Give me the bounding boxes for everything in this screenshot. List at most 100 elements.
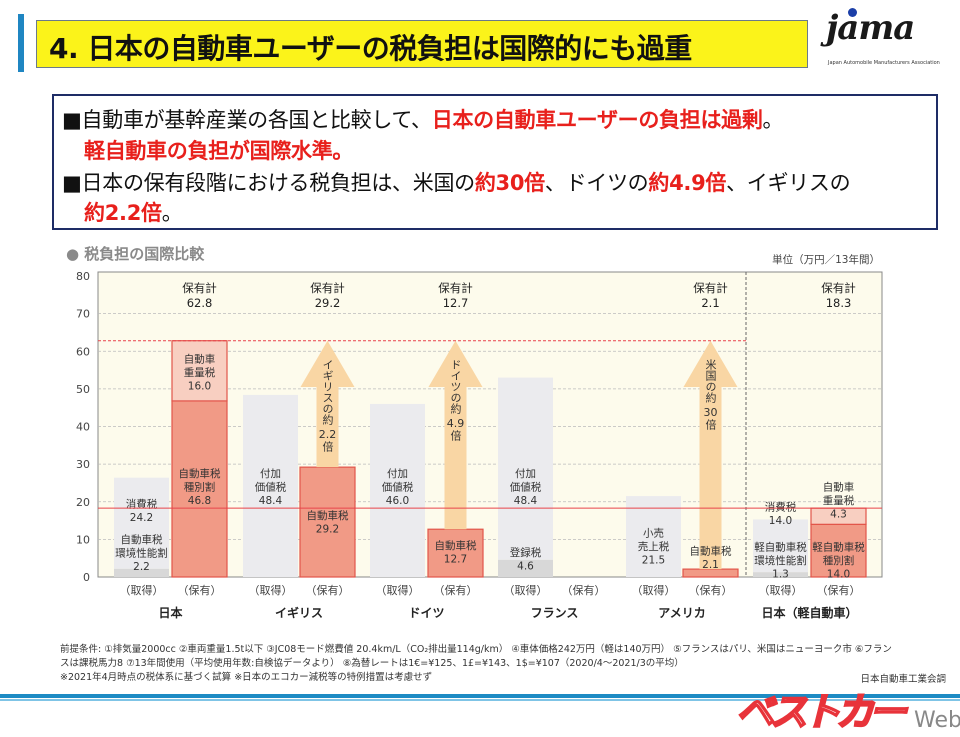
text: ■自動車が基幹産業の各国と比較して、 — [62, 108, 432, 132]
segment-label: 軽自動車税 — [812, 541, 865, 554]
plot-area — [97, 271, 883, 578]
bar-category-label: （取得） — [376, 584, 420, 597]
segment-label: 48.4 — [514, 495, 538, 507]
segment-label: 付加 — [260, 467, 281, 480]
segment-label: 種別割 — [184, 481, 216, 494]
y-tick-label: 30 — [76, 458, 90, 471]
bar-segment — [299, 466, 356, 578]
bestcar-watermark: ベストカー Web — [735, 689, 960, 737]
logo-dot — [848, 8, 857, 17]
bar-segment — [114, 568, 169, 577]
total-value: 62.8 — [187, 296, 213, 310]
bar-segment — [498, 559, 553, 577]
highlight: 約2.2倍 — [84, 201, 162, 225]
arrow-label: 倍 — [704, 417, 717, 430]
logo-word: jama — [826, 8, 915, 48]
total-label: 保有計 — [821, 281, 856, 295]
arrow-label-number: 4.9 — [447, 417, 465, 430]
highlight: 日本の自動車ユーザーの負担は過剰 — [431, 108, 763, 132]
bar-segment — [753, 572, 808, 577]
total-label: 保有計 — [310, 281, 345, 295]
arrow-label: イギリスの約 — [321, 359, 334, 426]
multiplier-arrow — [683, 340, 738, 570]
y-tick-label: 50 — [76, 383, 90, 396]
arrow-label: 倍 — [449, 428, 462, 441]
y-tick-label: 80 — [76, 270, 90, 283]
footnotes: 前提条件: ①排気量2000cc ②車両重量1.5t以下 ③JC08モード燃費値… — [60, 643, 892, 685]
text: 、ドイツの — [544, 171, 649, 195]
arrow-label-number: 30 — [704, 406, 718, 419]
segment-label: 付加 — [387, 467, 408, 480]
segment-label: 48.4 — [259, 495, 283, 507]
bar-category-label: （保有） — [817, 583, 861, 597]
bar-segment — [810, 523, 867, 578]
segment-label: 自動車税 — [690, 544, 732, 557]
segment-label: 21.5 — [642, 554, 665, 566]
multiplier-arrow — [300, 340, 355, 468]
bar-category-label: （保有） — [178, 583, 222, 597]
title-box: 4. 日本の自動車ユーザーの税負担は国際的にも過重 — [36, 20, 808, 68]
segment-label: 24.2 — [130, 512, 153, 524]
text: 、イギリスの — [726, 171, 851, 195]
segment-label: 登録税 — [510, 546, 542, 559]
segment-label: 消費税 — [765, 500, 797, 513]
multiplier-arrow — [428, 340, 483, 530]
footnote-line: ※2021年4月時点の税体系に基づく試算 ※日本のエコカー減税等の特例措置は考慮… — [60, 672, 433, 683]
segment-label: 1.3 — [772, 569, 789, 581]
footer-rule-light — [0, 699, 960, 701]
accent-bar — [18, 14, 24, 72]
footnote-line: 前提条件: ①排気量2000cc ②車両重量1.5t以下 ③JC08モード燃費値… — [60, 644, 892, 655]
segment-label: 価値税 — [255, 481, 287, 494]
summary-box: ■自動車が基幹産業の各国と比較して、日本の自動車ユーザーの負担は過剰。 軽自動車… — [52, 94, 938, 230]
segment-label: 環境性能割 — [754, 554, 807, 567]
country-label: イギリス — [275, 605, 323, 620]
bar-category-label: （取得） — [504, 584, 548, 597]
bar-category-label: （保有） — [562, 583, 606, 597]
country-label: 日本 — [158, 605, 182, 620]
bar-segment — [370, 403, 425, 577]
page-title: 4. 日本の自動車ユーザーの税負担は国際的にも過重 — [49, 32, 692, 65]
segment-label: 14.0 — [769, 515, 792, 527]
highlight: 約4.9倍 — [648, 171, 727, 195]
segment-label: 自動車税 — [179, 467, 221, 480]
summary-line-4: 約2.2倍。 — [84, 197, 183, 227]
total-label: 保有計 — [693, 281, 728, 295]
bar-category-label: （保有） — [689, 583, 733, 597]
segment-label: 軽自動車税 — [754, 541, 807, 554]
segment-label: 小売 — [643, 526, 664, 539]
total-value: 12.7 — [443, 296, 469, 310]
y-tick-label: 60 — [76, 345, 90, 358]
segment-label: 自動車 — [823, 480, 855, 493]
bar-segment — [171, 400, 228, 578]
country-label: アメリカ — [658, 606, 705, 620]
y-tick-label: 0 — [83, 571, 90, 584]
bar-category-label: （保有） — [434, 583, 478, 597]
segment-label: 付加 — [515, 467, 536, 480]
segment-label: 16.0 — [188, 380, 211, 392]
segment-label: 12.7 — [444, 554, 467, 566]
segment-label: 46.8 — [188, 495, 211, 507]
text: ■日本の保有段階における税負担は、米国の — [62, 171, 475, 195]
bar-segment — [243, 394, 298, 577]
segment-label: 自動車税 — [307, 509, 349, 522]
bar-segment — [498, 377, 553, 560]
segment-label: 29.2 — [316, 523, 339, 535]
watermark-main: ベストカー — [735, 689, 908, 735]
highlight: 軽自動車の負担が国際水準。 — [84, 139, 354, 163]
segment-label: 自動車税 — [435, 539, 477, 552]
arrow-label: 倍 — [321, 439, 334, 452]
bar-segment — [626, 496, 681, 577]
watermark-sub: Web — [914, 708, 960, 733]
bar-segment — [171, 340, 228, 402]
segment-label: 売上税 — [638, 540, 670, 553]
segment-label: 消費税 — [126, 497, 158, 510]
total-value: 2.1 — [701, 296, 719, 310]
bar-category-label: （取得） — [632, 584, 676, 597]
total-label: 保有計 — [438, 281, 473, 295]
summary-line-1: ■自動車が基幹産業の各国と比較して、日本の自動車ユーザーの負担は過剰。 — [62, 104, 784, 134]
summary-line-2: 軽自動車の負担が国際水準。 — [84, 135, 353, 165]
y-tick-label: 40 — [76, 421, 90, 434]
segment-label: 自動車 — [184, 352, 216, 365]
bar-segment — [753, 519, 808, 573]
arrow-label: 米国の約 — [704, 358, 717, 403]
